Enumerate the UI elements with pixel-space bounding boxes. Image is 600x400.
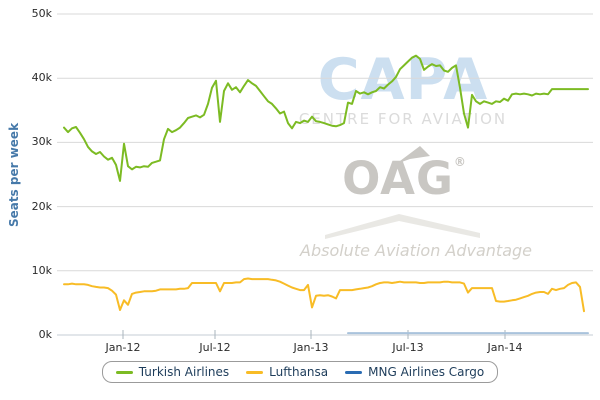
y-tick-label: 50k — [31, 7, 52, 20]
oag-tagline: Absolute Aviation Advantage — [300, 241, 533, 260]
x-tick-label: Jan-13 — [293, 341, 329, 354]
y-tick-label: 10k — [31, 263, 52, 277]
y-tick-label: 30k — [31, 135, 52, 149]
x-tick-label: Jul-12 — [199, 341, 231, 354]
x-tick-label: Jan-14 — [487, 341, 523, 354]
series-line-turkish-airlines — [63, 54, 589, 182]
legend-item-mng-airlines-cargo[interactable]: MNG Airlines Cargo — [345, 365, 484, 379]
legend-item-lufthansa[interactable]: Lufthansa — [246, 365, 328, 379]
oag-swoosh-icon — [325, 214, 480, 239]
legend-box: Turkish Airlines Lufthansa MNG Airlines … — [101, 361, 499, 383]
legend-item-turkish-airlines[interactable]: Turkish Airlines — [115, 365, 230, 379]
legend: Turkish Airlines Lufthansa MNG Airlines … — [0, 361, 600, 383]
oag-watermark: OAG® — [332, 146, 477, 201]
legend-label-mng-airlines-cargo: MNG Airlines Cargo — [368, 365, 485, 379]
y-tick-label: 20k — [31, 199, 52, 213]
oag-logo-text: OAG® — [342, 146, 467, 201]
legend-label-turkish-airlines: Turkish Airlines — [138, 365, 230, 379]
legend-swatch-mng-airlines-cargo — [345, 370, 363, 374]
capa-logo-subtitle: CENTRE FOR AVIATION — [298, 110, 508, 128]
y-tick-label: 40k — [31, 71, 52, 85]
legend-swatch-turkish-airlines — [115, 370, 133, 374]
series-line-lufthansa — [63, 277, 585, 313]
oag-registered-mark: ® — [453, 155, 467, 169]
y-axis-title-wrap: Seats per week — [4, 0, 24, 350]
legend-swatch-lufthansa — [246, 370, 264, 374]
legend-label-lufthansa: Lufthansa — [269, 365, 329, 379]
x-tick-label: Jan-12 — [105, 341, 141, 354]
oag-wing-icon — [396, 146, 431, 164]
y-tick-label: 0k — [38, 328, 52, 341]
x-tick-label: Jul-13 — [392, 341, 424, 354]
